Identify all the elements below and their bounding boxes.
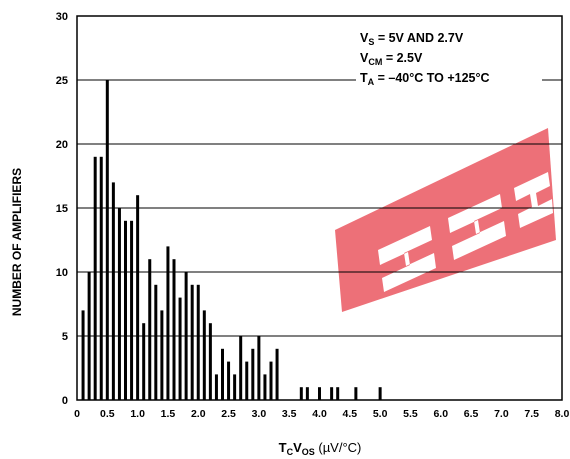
bar (330, 387, 334, 400)
x-tick-label: 0 (74, 408, 80, 420)
bar (190, 284, 194, 400)
y-tick-label: 0 (62, 395, 68, 407)
bar (318, 387, 321, 400)
x-tick-label: 3.5 (282, 408, 297, 420)
bar (221, 348, 224, 400)
bar (263, 374, 267, 400)
bar (178, 297, 182, 400)
bar (233, 374, 237, 400)
bar (305, 387, 309, 400)
x-tick-label: 1.0 (130, 408, 145, 420)
annotation-background (356, 28, 542, 92)
bar (184, 272, 188, 400)
bar (87, 272, 91, 400)
x-tick-label: 8.0 (555, 408, 570, 420)
annotation-line: VS = 5V AND 2.7V (360, 31, 464, 47)
y-tick-labels: 0 5 10 15 20 25 30 (56, 11, 68, 407)
bar (99, 156, 103, 400)
bar (214, 374, 218, 400)
y-tick-label: 30 (56, 11, 68, 23)
x-tick-label: 1.5 (161, 408, 176, 420)
annotation-line: TA = –40°C TO +125°C (360, 71, 490, 87)
bar (172, 259, 176, 400)
bar (354, 387, 358, 400)
bar (251, 348, 255, 400)
bar (239, 336, 243, 400)
x-tick-label: 4.5 (343, 408, 358, 420)
y-tick-label: 15 (56, 203, 68, 215)
x-axis-title-sub-os: OS (302, 447, 315, 457)
x-tick-label: 6.5 (464, 408, 479, 420)
bar (196, 284, 200, 400)
plot-area-frame (76, 15, 563, 401)
bar (148, 259, 152, 400)
bar (142, 323, 146, 400)
annotation-block: VS = 5V AND 2.7V VCM = 2.5V TA = –40°C TO … (360, 31, 490, 87)
x-tick-label: 6.0 (433, 408, 448, 420)
bar (81, 310, 85, 400)
bar (117, 208, 121, 400)
bar (154, 284, 158, 400)
bar (208, 323, 212, 400)
x-tick-label: 7.0 (494, 408, 509, 420)
x-tick-label: 7.5 (524, 408, 539, 420)
bar (93, 156, 97, 400)
y-tick-label: 20 (56, 139, 68, 151)
x-axis-title-sub-c: C (287, 447, 294, 457)
gridlines (77, 79, 562, 337)
x-axis-title-symbol-t: T (279, 440, 287, 455)
bar (160, 310, 164, 400)
bar (299, 387, 303, 400)
bar (130, 220, 134, 400)
bar (111, 182, 115, 400)
x-tick-label: 5.5 (403, 408, 418, 420)
y-tick-label: 25 (56, 75, 68, 87)
bar (105, 80, 109, 400)
x-tick-label: 4.0 (312, 408, 327, 420)
bar (245, 361, 249, 400)
y-tick-label: 5 (62, 331, 68, 343)
bar-series (81, 80, 382, 400)
y-tick-label: 10 (56, 267, 68, 279)
x-axis-title: TCVOS (µV/°C) (279, 440, 362, 457)
bar (378, 387, 382, 400)
x-axis-title-unit: (µV/°C) (315, 440, 362, 455)
x-tick-label: 3.0 (252, 408, 267, 420)
x-tick-label: 0.5 (100, 408, 115, 420)
watermark-logo (335, 128, 556, 312)
bar (275, 348, 279, 400)
y-axis-title: NUMBER OF AMPLIFIERS (10, 168, 24, 316)
bar (269, 361, 273, 400)
x-tick-label: 2.0 (191, 408, 206, 420)
bar (124, 220, 127, 400)
annotation-line: VCM = 2.5V (360, 51, 423, 67)
x-tick-label: 2.5 (221, 408, 236, 420)
x-tick-labels: 0 0.5 1.0 1.5 2.0 2.5 3.0 3.5 4.0 4.5 5.0 5.5 6.0 6.5… (74, 408, 569, 420)
bar (227, 361, 231, 400)
bar (336, 387, 340, 400)
bar (202, 310, 206, 400)
bar (166, 246, 170, 400)
x-tick-label: 5.0 (373, 408, 388, 420)
x-axis-title-symbol-v: V (293, 440, 302, 455)
bar (136, 195, 140, 400)
bar (257, 336, 261, 400)
